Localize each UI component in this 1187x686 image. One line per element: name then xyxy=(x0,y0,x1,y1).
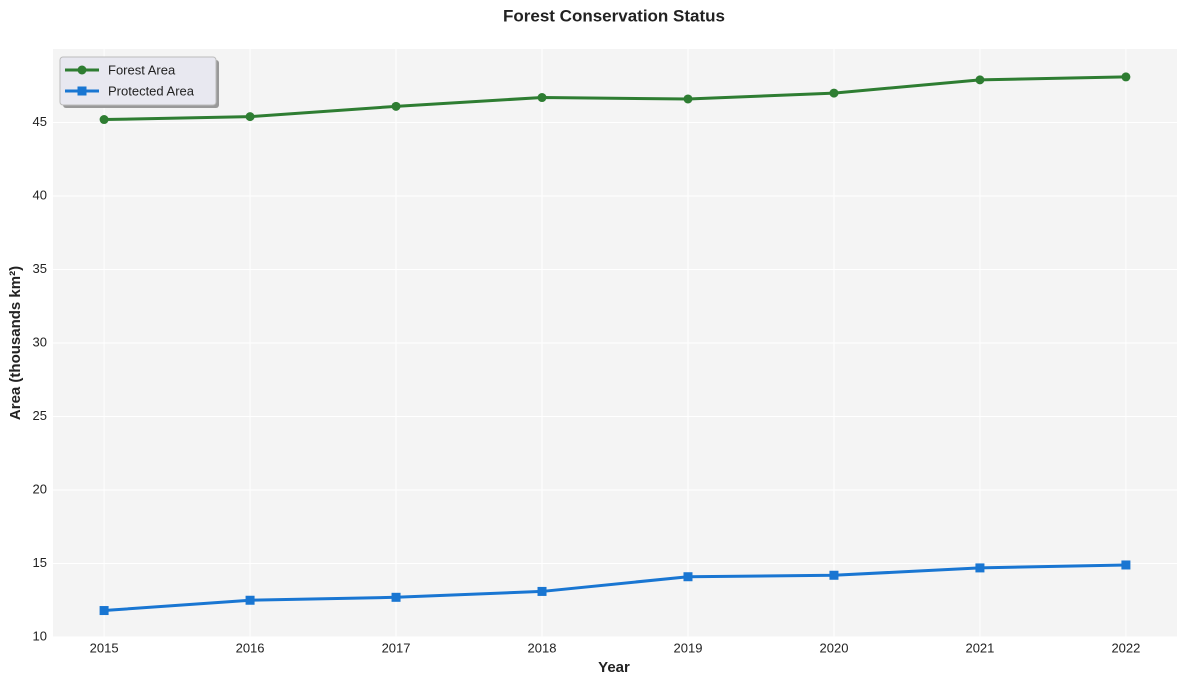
legend-label: Protected Area xyxy=(108,83,195,98)
marker xyxy=(77,86,87,96)
x-tick-label: 2020 xyxy=(820,640,849,655)
line xyxy=(103,563,1126,613)
marker xyxy=(99,115,109,125)
marker xyxy=(683,94,693,104)
y-tick-label: 15 xyxy=(33,555,47,570)
legend-label: Forest Area xyxy=(108,62,176,77)
marker xyxy=(245,595,255,605)
line xyxy=(104,75,1126,122)
y-axis-label: Area (thousands km²) xyxy=(7,266,24,420)
marker xyxy=(683,572,693,582)
marker xyxy=(829,570,839,580)
marker xyxy=(245,112,255,122)
x-tick-label: 2016 xyxy=(236,640,265,655)
x-tick-label: 2017 xyxy=(382,640,411,655)
marker xyxy=(391,592,401,602)
marker xyxy=(1121,560,1131,570)
marker xyxy=(391,101,401,111)
legend: Forest Area Protected Area xyxy=(59,56,219,108)
x-tick-label: 2015 xyxy=(90,640,119,655)
y-tick-label: 35 xyxy=(33,261,47,276)
marker xyxy=(537,586,547,596)
y-tick-label: 25 xyxy=(33,408,47,423)
x-tick-label: 2019 xyxy=(674,640,703,655)
x-axis-label: Year xyxy=(598,659,630,676)
marker xyxy=(99,606,109,616)
marker xyxy=(537,93,547,103)
marker xyxy=(1121,72,1131,82)
marker xyxy=(77,65,87,75)
marker xyxy=(975,563,985,573)
y-tick-label: 40 xyxy=(33,187,47,202)
y-tick-label: 45 xyxy=(33,114,47,129)
y-tick-label: 30 xyxy=(33,334,47,349)
marker xyxy=(829,88,839,98)
x-tick-label: 2021 xyxy=(965,640,994,655)
y-tick-label: 20 xyxy=(33,481,47,496)
chart-title: Forest Conservation Status xyxy=(503,6,725,25)
x-tick-label: 2022 xyxy=(1111,640,1140,655)
x-tick-label: 2018 xyxy=(528,640,557,655)
y-tick-label: 10 xyxy=(33,628,47,643)
marker xyxy=(975,75,985,85)
